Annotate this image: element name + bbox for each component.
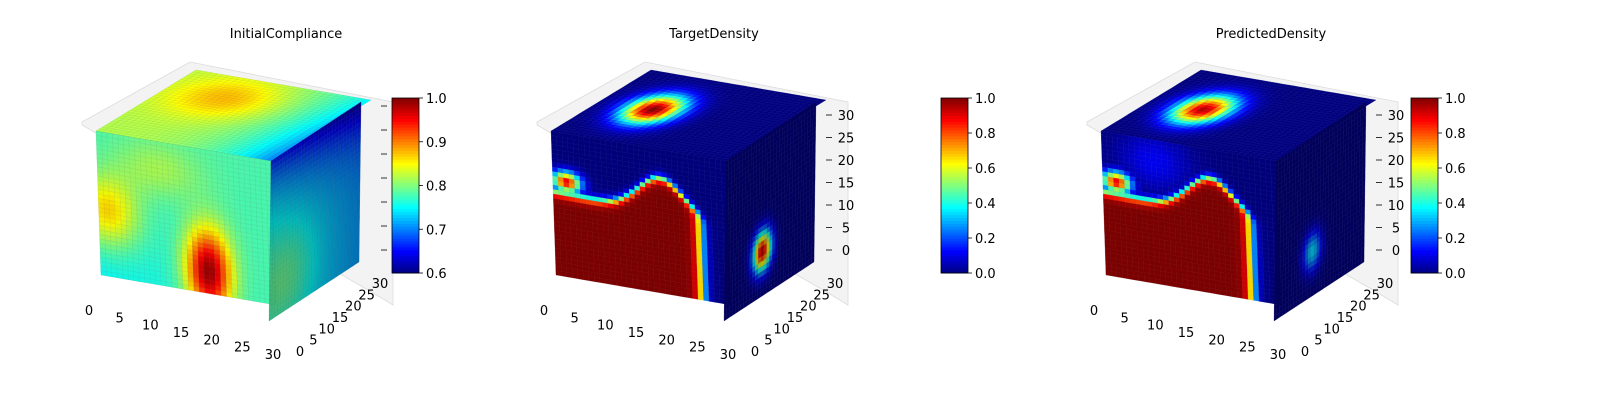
colorbar-tick-label: 0.0 [975,267,996,282]
y-tick-label: 15 [1337,311,1354,326]
colorbar-tick-label: 0.6 [1445,162,1466,177]
x-tick-label: 30 [720,348,737,363]
x-tick-label: 10 [597,319,614,334]
x-tick-label: 5 [1121,311,1129,326]
voxel-grid-overlay [95,69,372,322]
x-tick-label: 10 [142,319,159,334]
colorbar: 0.6 0.7 0.8 0.9 1.0 [391,92,447,282]
z-tick-label: 20 [1388,154,1405,169]
x-tick-label: 20 [658,333,675,348]
colorbar-tick-label: 1.0 [1445,92,1466,107]
chart-title: PredictedDensity [1216,27,1327,42]
y-tick-label: 15 [787,311,804,326]
y-tick-label: 25 [358,288,375,303]
y-tick-label: 30 [1377,277,1394,292]
y-tick-label: 25 [1363,288,1380,303]
z-tick-label: 20 [838,154,855,169]
voxel-grid-overlay [550,69,827,322]
x-tick-label: 5 [116,311,124,326]
y-tick-label: 5 [764,334,772,349]
x-tick-label: 25 [234,341,251,356]
x-tick-label: 0 [85,304,93,319]
y-tick-label: 30 [827,277,844,292]
y-tick-label: 5 [309,334,317,349]
colorbar-tick-label: 0.4 [975,197,996,212]
z-tick-label: 25 [838,132,855,147]
cube-face-top [550,69,827,162]
cube-face-right [723,101,817,322]
z-tick-label: 15 [838,177,855,192]
y-tick-label: 5 [1314,334,1322,349]
z-tick-label: 10 [1388,199,1405,214]
z-tick-label: 0 [1392,244,1400,259]
colorbar-tick-label: 0.4 [1445,197,1466,212]
z-tick-label: 5 [1392,222,1400,237]
x-tick-label: 10 [1147,319,1164,334]
cube-face-front [550,130,732,306]
y-tick-label: 0 [751,345,759,360]
colorbar-tick-label: 0.2 [975,232,996,247]
x-tick-label: 20 [203,333,220,348]
colorbar-tick-label: 0.9 [426,136,447,151]
z-tick-label: 10 [838,199,855,214]
x-tick-label: 25 [1239,341,1256,356]
y-tick-label: 20 [345,300,362,315]
x-tick-label: 25 [689,341,706,356]
z-tick-label: 25 [1388,132,1405,147]
colorbar-tick-label: 0.6 [975,162,996,177]
cube-face-front [95,130,277,306]
colorbar-tick-label: 1.0 [426,92,447,107]
colorbar-tick-label: 0.8 [426,180,447,195]
y-tick-label: 0 [1301,345,1309,360]
colorbar-tick-label: 1.0 [975,92,996,107]
x-tick-label: 15 [173,326,190,341]
x-tick-label: 20 [1208,333,1225,348]
cube-face-right [268,101,362,322]
z-tick-label: 0 [842,244,850,259]
colorbar-tick-label: 0.6 [426,267,447,282]
x-tick-label: 30 [265,348,282,363]
colorbar-tick-label: 0.2 [1445,232,1466,247]
y-tick-label: 20 [1350,300,1367,315]
chart-title: TargetDensity [668,27,759,42]
z-tick-label: 15 [1388,177,1405,192]
z-tick-label: 30 [838,109,855,124]
y-tick-label: 20 [800,300,817,315]
y-tick-label: 10 [318,322,335,337]
colorbar-tick-label: 0.7 [426,223,447,238]
colorbar-tick-label: 0.8 [975,127,996,142]
cube-face-top [1100,69,1377,162]
x-tick-label: 0 [1090,304,1098,319]
cube-face-right [1273,101,1367,322]
cube-face-top [95,69,372,162]
x-tick-label: 0 [540,304,548,319]
y-tick-label: 0 [296,345,304,360]
x-tick-label: 15 [628,326,645,341]
y-tick-label: 10 [1323,322,1340,337]
z-tick-label: 5 [842,222,850,237]
y-tick-label: 30 [372,277,389,292]
x-tick-label: 5 [571,311,579,326]
y-tick-label: 10 [773,322,790,337]
colorbar: 0.0 0.2 0.4 0.6 0.8 1.0 [940,92,996,282]
y-tick-label: 25 [813,288,830,303]
x-tick-label: 30 [1270,348,1287,363]
colorbar: 0.0 0.2 0.4 0.6 0.8 1.0 [1410,92,1466,282]
colorbar-tick-label: 0.8 [1445,127,1466,142]
y-tick-label: 15 [332,311,349,326]
colorbar-tick-label: 0.0 [1445,267,1466,282]
z-tick-label: 30 [1388,109,1405,124]
x-tick-label: 15 [1178,326,1195,341]
chart-title: InitialCompliance [230,27,343,42]
voxel-grid-overlay [1100,69,1377,322]
